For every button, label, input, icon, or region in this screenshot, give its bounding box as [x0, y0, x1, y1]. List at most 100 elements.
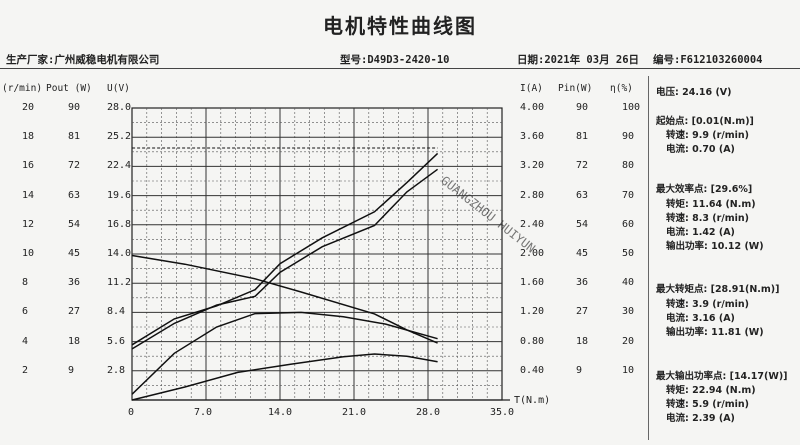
axis-tick-label: 36	[68, 277, 81, 289]
max-power-line: 电流: 2.39 (A)	[666, 413, 735, 424]
axis-tick-label: 63	[576, 189, 589, 201]
voltage-axis-head: U(V)	[107, 83, 130, 94]
axis-tick-label: 18	[576, 335, 589, 347]
max-power-line: 转矩: 22.94 (N.m)	[666, 385, 756, 396]
serial-number: 编号:F612103260004	[653, 54, 763, 66]
axis-tick-label: 20	[622, 335, 635, 347]
axis-tick-label: 18	[68, 335, 81, 347]
x-axis-ticks: 0 7.0 14.0 21.0 28.0 35.0T(N.m)	[128, 395, 550, 418]
axis-tick-label: 1.20	[520, 306, 545, 318]
axis-tick-label: 36	[576, 277, 589, 289]
info-panel	[648, 76, 799, 440]
series-line	[131, 311, 438, 395]
axis-tick-label: 30	[622, 306, 635, 318]
axis-tick-label: 14	[22, 189, 35, 201]
axis-tick-label: 54	[576, 218, 589, 230]
series-line	[131, 353, 438, 401]
axis-tick-label: 80	[622, 160, 635, 172]
axis-tick-label: 8.4	[107, 306, 126, 318]
axis-tick-label: 54	[68, 218, 81, 230]
current-axis-head: I(A)	[520, 83, 543, 94]
axis-tick-label: 2.40	[520, 218, 545, 230]
axis-tick-label: 100	[622, 102, 641, 113]
max-efficiency-title: 最大效率点: [29.6%]	[656, 184, 753, 195]
voltage-readout: 电压: 24.16 (V)	[656, 87, 732, 98]
axis-tick-label: 10	[22, 248, 35, 259]
axis-tick-label: 90	[576, 102, 589, 113]
axis-tick-label: 72	[68, 160, 81, 172]
series-line	[131, 168, 439, 350]
pout-axis-head: Pout (W)	[46, 83, 92, 94]
axis-tick-label: 2	[22, 364, 29, 376]
axis-tick-label: 2.00	[520, 248, 545, 259]
start-point-title: 起始点: [0.01(N.m)]	[656, 116, 754, 127]
manufacturer: 生产厂家:广州威稳电机有限公司	[6, 54, 160, 66]
axis-tick-label: 25.2	[107, 131, 132, 143]
test-date: 日期:2021年 03月 26日	[517, 54, 640, 66]
axis-tick-label: 20	[22, 102, 35, 113]
axis-tick-label: 27	[68, 306, 81, 318]
axis-tick-label: 3.20	[520, 160, 545, 172]
axis-tick-label: 8	[22, 277, 29, 289]
axis-tick-label: 50	[622, 248, 635, 259]
axis-tick-label: 90	[68, 102, 81, 113]
motor-characteristic-chart: GUANGZHOU HUIYUN 0 7.0 14.0 21.0 28.0 35.0T(N…	[128, 107, 550, 418]
axis-tick-label: 27	[576, 306, 589, 318]
axis-tick-label: 40	[622, 277, 635, 289]
start-point-line: 转速: 9.9 (r/min)	[666, 130, 749, 141]
max-efficiency-line: 电流: 1.42 (A)	[666, 227, 735, 238]
axis-tick-label: 4	[22, 335, 29, 347]
max-efficiency-line: 输出功率: 10.12 (W)	[666, 241, 764, 252]
axis-tick-label: 5.6	[107, 335, 126, 347]
axis-tick-label: 11.2	[107, 277, 132, 289]
axis-tick-label: 81	[68, 131, 81, 143]
axis-tick-label: 0.40	[520, 364, 545, 376]
pin-axis-head: Pin(W)	[558, 83, 593, 94]
axis-tick-label: 70	[622, 189, 635, 201]
axis-tick-label: 63	[68, 189, 81, 201]
max-torque-title: 最大转矩点: [28.91(N.m)]	[656, 284, 780, 295]
max-power-title: 最大输出功率点: [14.17(W)]	[656, 371, 788, 382]
speed-axis-head: (r/min)	[2, 83, 43, 94]
max-torque-line: 转速: 3.9 (r/min)	[666, 299, 749, 310]
axis-tick-label: 72	[576, 160, 589, 172]
header-divider	[0, 68, 800, 69]
x-axis-label: T(N.m)	[514, 395, 550, 406]
axis-tick-label: 3.60	[520, 131, 545, 143]
max-efficiency-line: 转速: 8.3 (r/min)	[666, 213, 749, 224]
axis-tick-label: 81	[576, 131, 589, 143]
x-tick-label: 14.0	[268, 407, 292, 418]
series-line	[131, 152, 439, 346]
x-tick-label: 0	[128, 407, 134, 418]
x-tick-label: 35.0	[490, 407, 514, 418]
max-torque-line: 电流: 3.16 (A)	[666, 313, 735, 324]
x-tick-label: 7.0	[194, 407, 212, 418]
axis-tick-label: 16.8	[107, 218, 132, 230]
axis-tick-label: 18	[22, 131, 35, 143]
page-title: 电机特性曲线图	[323, 14, 477, 38]
x-tick-label: 28.0	[416, 407, 440, 418]
axis-tick-label: 19.6	[107, 189, 132, 201]
x-tick-label: 21.0	[342, 407, 366, 418]
axis-tick-label: 45	[576, 248, 589, 259]
axis-tick-label: 2.8	[107, 364, 126, 376]
max-power-line: 转速: 5.9 (r/min)	[666, 399, 749, 410]
axis-tick-label: 28.0	[107, 102, 132, 113]
chart-curves	[131, 147, 439, 401]
axis-tick-label: 0.80	[520, 335, 545, 347]
axis-tick-label: 16	[22, 160, 35, 172]
axis-tick-label: 9	[68, 364, 75, 376]
max-torque-line: 输出功率: 11.81 (W)	[666, 327, 764, 338]
axis-tick-label: 60	[622, 218, 635, 230]
axis-tick-label: 1.60	[520, 277, 545, 289]
axis-tick-label: 6	[22, 306, 29, 318]
axis-tick-label: 12	[22, 218, 35, 230]
axis-tick-label: 4.00	[520, 102, 545, 113]
efficiency-axis-head: η(%)	[610, 83, 633, 94]
max-efficiency-line: 转矩: 11.64 (N.m)	[666, 199, 756, 210]
watermark: GUANGZHOU HUIYUN	[438, 173, 538, 255]
axis-tick-label: 14.0	[107, 248, 132, 259]
axis-tick-label: 90	[622, 131, 635, 143]
axis-tick-label: 10	[622, 364, 635, 376]
axis-tick-label: 9	[576, 364, 583, 376]
